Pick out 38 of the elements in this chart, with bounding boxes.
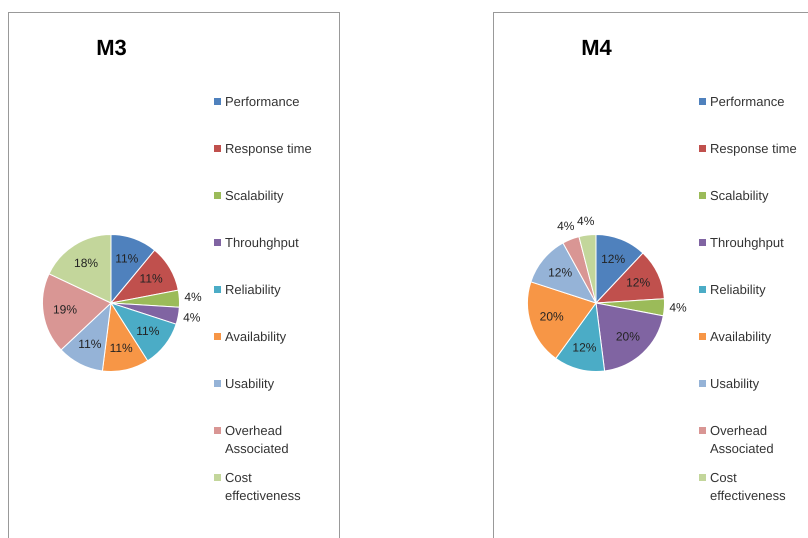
legend-label: Overhead Associated: [224, 422, 290, 458]
data-label: 4%: [183, 310, 201, 325]
data-label: 11%: [136, 324, 160, 338]
chart-title: M3: [95, 35, 128, 61]
legend-label: Availability: [709, 328, 772, 346]
legend-label: Reliability: [224, 281, 282, 299]
data-label: 18%: [74, 256, 98, 270]
legend-label: Throuhghput: [709, 234, 785, 252]
data-label: 12%: [548, 266, 572, 280]
chart-title: M4: [580, 35, 613, 61]
legend-label: Performance: [709, 93, 786, 111]
legend-label: Usability: [224, 375, 276, 393]
data-label: 19%: [52, 302, 78, 317]
legend-label: Performance: [224, 93, 300, 111]
data-label: 4%: [669, 300, 688, 314]
legend-label: Availability: [224, 328, 288, 346]
data-label: 11%: [140, 272, 163, 286]
data-label: 20%: [616, 329, 640, 344]
data-label: 12%: [601, 252, 626, 266]
data-label: 12%: [572, 340, 597, 354]
data-label: 4%: [184, 290, 202, 304]
legend-label: Throuhghput: [224, 234, 300, 252]
data-label: 11%: [110, 340, 134, 355]
legend-label: Overhead Associated: [709, 422, 775, 458]
legend-label: Usability: [709, 375, 760, 393]
legend-label: Cost effectiveness: [709, 469, 787, 505]
legend-label: Scalability: [709, 187, 770, 205]
data-label: 20%: [540, 310, 564, 324]
data-label: 11%: [78, 336, 102, 351]
data-label: 4%: [577, 214, 595, 228]
data-label: 11%: [115, 251, 139, 266]
legend-label: Response time: [709, 140, 798, 158]
legend-label: Cost effectiveness: [224, 469, 302, 505]
legend-label: Response time: [224, 140, 313, 158]
legend-label: Scalability: [224, 187, 285, 205]
data-label: 4%: [557, 218, 575, 233]
legend-label: Reliability: [709, 281, 767, 299]
data-label: 12%: [626, 275, 650, 290]
